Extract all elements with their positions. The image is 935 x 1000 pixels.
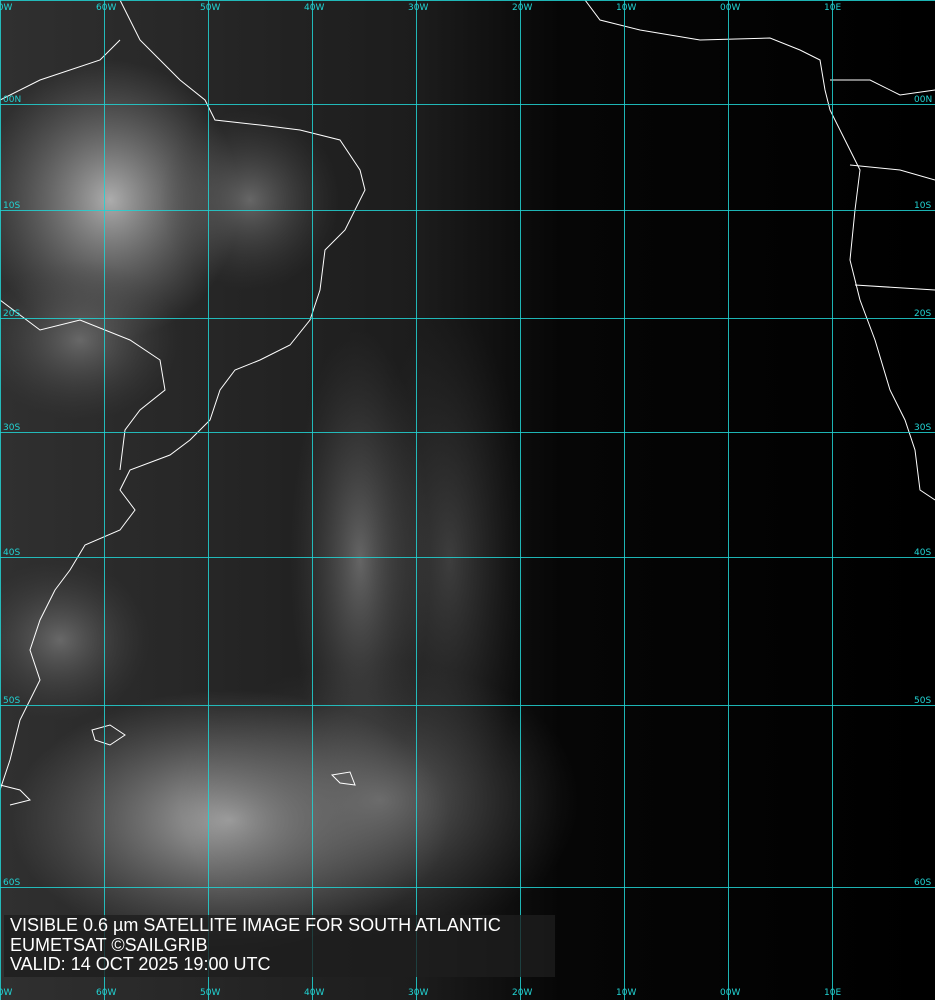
latitude-label-left: 50S [3,696,21,706]
latitude-label-left: 10S [3,201,21,211]
latitude-label-left: 60S [3,878,21,888]
latitude-label-right: 20S [914,309,932,319]
latitude-label-left: 20S [3,309,21,319]
longitude-label-top: 70W [0,3,13,13]
longitude-label-bottom: 10E [824,988,842,998]
longitude-label-bottom: 30W [408,988,429,998]
longitude-label-bottom: 60W [96,988,117,998]
longitude-label-bottom: 10W [616,988,637,998]
latitude-label-right: 10S [914,201,932,211]
longitude-label-bottom: 70W [0,988,13,998]
latitude-label-right: 00N [914,95,933,105]
longitude-label-top: 20W [512,3,533,13]
latitude-label-right: 30S [914,423,932,433]
latitude-label-left: 30S [3,423,21,433]
longitude-label-top: 60W [96,3,117,13]
latitude-label-right: 40S [914,548,932,558]
coastlines [0,0,935,806]
longitude-label-bottom: 20W [512,988,533,998]
caption-credit: EUMETSAT ©SAILGRIB [10,934,208,955]
longitude-label-top: 30W [408,3,429,13]
latitude-label-right: 60S [914,878,932,888]
longitude-label-top: 00W [720,3,741,13]
latitude-label-left: 00N [3,95,22,105]
image-caption: VISIBLE 0.6 µm SATELLITE IMAGE FOR SOUTH… [4,915,555,977]
longitude-label-bottom: 00W [720,988,741,998]
longitude-label-top: 40W [304,3,325,13]
caption-valid-time: VALID: 14 OCT 2025 19:00 UTC [10,954,271,974]
latitude-label-left: 40S [3,548,21,558]
cloud-cover [0,60,580,950]
caption-title: VISIBLE 0.6 µm SATELLITE IMAGE FOR SOUTH… [10,915,501,935]
longitude-label-top: 10W [616,3,637,13]
longitude-label-bottom: 40W [304,988,325,998]
latitude-label-right: 50S [914,696,932,706]
longitude-label-bottom: 50W [200,988,221,998]
longitude-label-top: 10E [824,3,842,13]
longitude-label-top: 50W [200,3,221,13]
